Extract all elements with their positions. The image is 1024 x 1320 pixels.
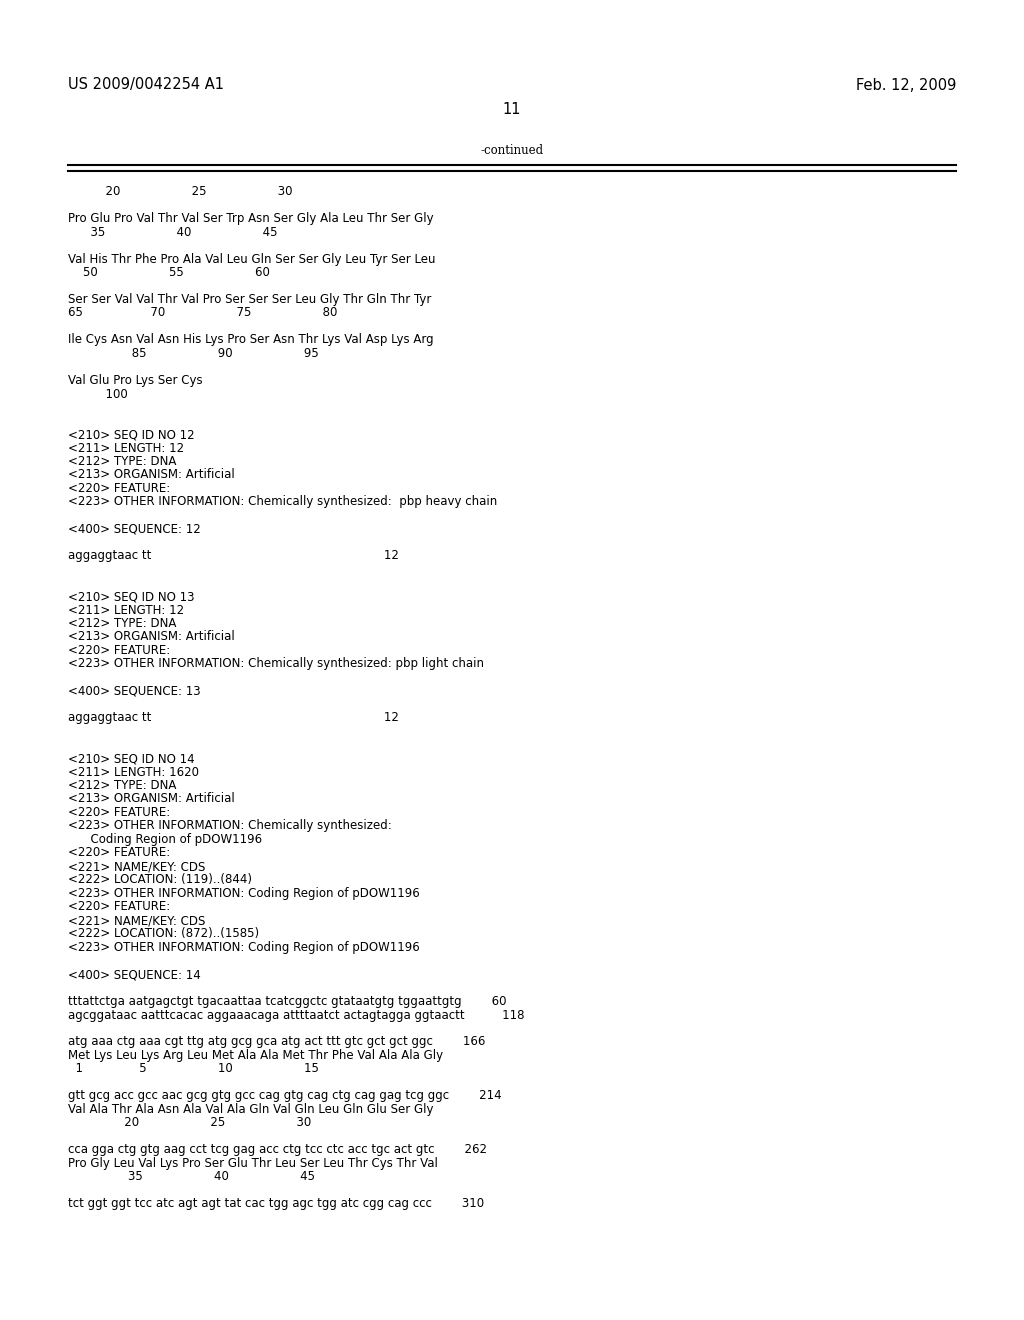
Text: <210> SEQ ID NO 14: <210> SEQ ID NO 14 — [68, 752, 195, 766]
Text: 35                   40                   45: 35 40 45 — [68, 1171, 315, 1184]
Text: <221> NAME/KEY: CDS: <221> NAME/KEY: CDS — [68, 861, 206, 873]
Text: <400> SEQUENCE: 13: <400> SEQUENCE: 13 — [68, 685, 201, 697]
Text: 65                  70                   75                   80: 65 70 75 80 — [68, 306, 337, 319]
Text: 35                   40                   45: 35 40 45 — [68, 226, 278, 239]
Text: Coding Region of pDOW1196: Coding Region of pDOW1196 — [68, 833, 262, 846]
Text: Met Lys Leu Lys Arg Leu Met Ala Ala Met Thr Phe Val Ala Ala Gly: Met Lys Leu Lys Arg Leu Met Ala Ala Met … — [68, 1049, 443, 1063]
Text: 1               5                   10                   15: 1 5 10 15 — [68, 1063, 318, 1076]
Text: 100: 100 — [68, 388, 128, 400]
Text: aggaggtaac tt                                                              12: aggaggtaac tt 12 — [68, 549, 399, 562]
Text: <211> LENGTH: 12: <211> LENGTH: 12 — [68, 441, 184, 454]
Text: 50                   55                   60: 50 55 60 — [68, 267, 270, 279]
Text: US 2009/0042254 A1: US 2009/0042254 A1 — [68, 78, 224, 92]
Text: 20                   25                   30: 20 25 30 — [68, 1117, 311, 1130]
Text: cca gga ctg gtg aag cct tcg gag acc ctg tcc ctc acc tgc act gtc        262: cca gga ctg gtg aag cct tcg gag acc ctg … — [68, 1143, 487, 1156]
Text: tttattctga aatgagctgt tgacaattaa tcatcggctc gtataatgtg tggaattgtg        60: tttattctga aatgagctgt tgacaattaa tcatcgg… — [68, 995, 507, 1008]
Text: 11: 11 — [503, 103, 521, 117]
Text: <211> LENGTH: 1620: <211> LENGTH: 1620 — [68, 766, 199, 779]
Text: agcggataac aatttcacac aggaaacaga attttaatct actagtagga ggtaactt          118: agcggataac aatttcacac aggaaacaga attttaa… — [68, 1008, 524, 1022]
Text: <223> OTHER INFORMATION: Chemically synthesized:  pbp heavy chain: <223> OTHER INFORMATION: Chemically synt… — [68, 495, 498, 508]
Text: atg aaa ctg aaa cgt ttg atg gcg gca atg act ttt gtc gct gct ggc        166: atg aaa ctg aaa cgt ttg atg gcg gca atg … — [68, 1035, 485, 1048]
Text: <223> OTHER INFORMATION: Coding Region of pDOW1196: <223> OTHER INFORMATION: Coding Region o… — [68, 887, 420, 900]
Text: tct ggt ggt tcc atc agt agt tat cac tgg agc tgg atc cgg cag ccc        310: tct ggt ggt tcc atc agt agt tat cac tgg … — [68, 1197, 484, 1210]
Text: Pro Glu Pro Val Thr Val Ser Trp Asn Ser Gly Ala Leu Thr Ser Gly: Pro Glu Pro Val Thr Val Ser Trp Asn Ser … — [68, 213, 433, 224]
Text: <211> LENGTH: 12: <211> LENGTH: 12 — [68, 603, 184, 616]
Text: Val His Thr Phe Pro Ala Val Leu Gln Ser Ser Gly Leu Tyr Ser Leu: Val His Thr Phe Pro Ala Val Leu Gln Ser … — [68, 252, 435, 265]
Text: <222> LOCATION: (119)..(844): <222> LOCATION: (119)..(844) — [68, 874, 252, 887]
Text: <400> SEQUENCE: 14: <400> SEQUENCE: 14 — [68, 968, 201, 981]
Text: <213> ORGANISM: Artificial: <213> ORGANISM: Artificial — [68, 792, 234, 805]
Text: Ser Ser Val Val Thr Val Pro Ser Ser Ser Leu Gly Thr Gln Thr Tyr: Ser Ser Val Val Thr Val Pro Ser Ser Ser … — [68, 293, 431, 306]
Text: aggaggtaac tt                                                              12: aggaggtaac tt 12 — [68, 711, 399, 725]
Text: <400> SEQUENCE: 12: <400> SEQUENCE: 12 — [68, 523, 201, 536]
Text: <213> ORGANISM: Artificial: <213> ORGANISM: Artificial — [68, 631, 234, 644]
Text: <220> FEATURE:: <220> FEATURE: — [68, 482, 170, 495]
Text: <220> FEATURE:: <220> FEATURE: — [68, 900, 170, 913]
Text: <212> TYPE: DNA: <212> TYPE: DNA — [68, 455, 176, 469]
Text: <210> SEQ ID NO 12: <210> SEQ ID NO 12 — [68, 428, 195, 441]
Text: gtt gcg acc gcc aac gcg gtg gcc cag gtg cag ctg cag gag tcg ggc        214: gtt gcg acc gcc aac gcg gtg gcc cag gtg … — [68, 1089, 502, 1102]
Text: <223> OTHER INFORMATION: Chemically synthesized: pbp light chain: <223> OTHER INFORMATION: Chemically synt… — [68, 657, 484, 671]
Text: <212> TYPE: DNA: <212> TYPE: DNA — [68, 779, 176, 792]
Text: -continued: -continued — [480, 144, 544, 157]
Text: <220> FEATURE:: <220> FEATURE: — [68, 807, 170, 818]
Text: <220> FEATURE:: <220> FEATURE: — [68, 846, 170, 859]
Text: Ile Cys Asn Val Asn His Lys Pro Ser Asn Thr Lys Val Asp Lys Arg: Ile Cys Asn Val Asn His Lys Pro Ser Asn … — [68, 334, 433, 346]
Text: Val Ala Thr Ala Asn Ala Val Ala Gln Val Gln Leu Gln Glu Ser Gly: Val Ala Thr Ala Asn Ala Val Ala Gln Val … — [68, 1104, 433, 1115]
Text: <210> SEQ ID NO 13: <210> SEQ ID NO 13 — [68, 590, 195, 603]
Text: <220> FEATURE:: <220> FEATURE: — [68, 644, 170, 657]
Text: <222> LOCATION: (872)..(1585): <222> LOCATION: (872)..(1585) — [68, 928, 259, 940]
Text: 85                   90                   95: 85 90 95 — [68, 347, 318, 360]
Text: <223> OTHER INFORMATION: Coding Region of pDOW1196: <223> OTHER INFORMATION: Coding Region o… — [68, 941, 420, 954]
Text: <223> OTHER INFORMATION: Chemically synthesized:: <223> OTHER INFORMATION: Chemically synt… — [68, 820, 392, 833]
Text: <212> TYPE: DNA: <212> TYPE: DNA — [68, 616, 176, 630]
Text: Pro Gly Leu Val Lys Pro Ser Glu Thr Leu Ser Leu Thr Cys Thr Val: Pro Gly Leu Val Lys Pro Ser Glu Thr Leu … — [68, 1158, 438, 1170]
Text: Val Glu Pro Lys Ser Cys: Val Glu Pro Lys Ser Cys — [68, 374, 203, 387]
Text: <221> NAME/KEY: CDS: <221> NAME/KEY: CDS — [68, 913, 206, 927]
Text: Feb. 12, 2009: Feb. 12, 2009 — [856, 78, 956, 92]
Text: <213> ORGANISM: Artificial: <213> ORGANISM: Artificial — [68, 469, 234, 482]
Text: 20                   25                   30: 20 25 30 — [68, 185, 293, 198]
